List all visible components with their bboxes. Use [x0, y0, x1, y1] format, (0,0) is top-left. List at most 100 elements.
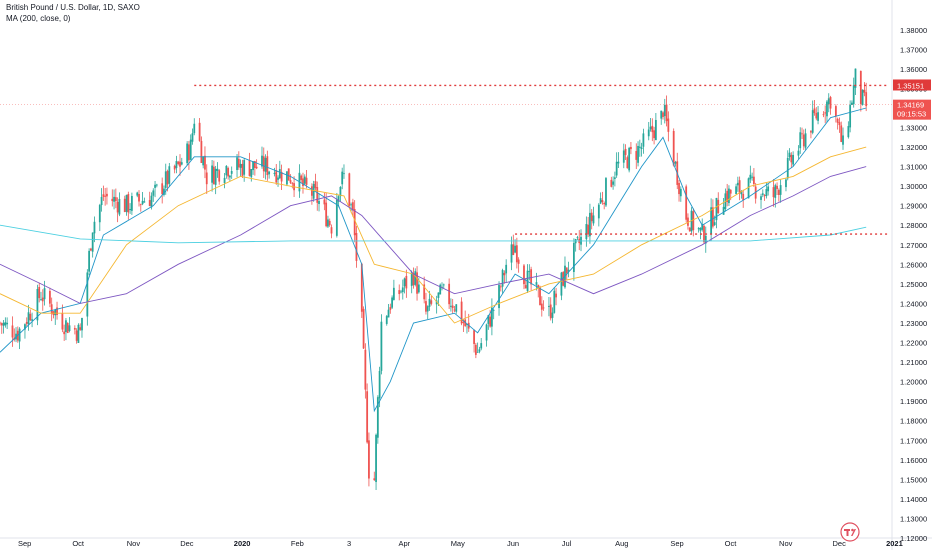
- candle-body: [660, 110, 663, 119]
- candle-body: [150, 195, 153, 208]
- candle-body: [838, 122, 841, 126]
- candle-body: [747, 178, 750, 199]
- candle-body: [248, 160, 251, 176]
- candle-body: [218, 170, 221, 182]
- candle-body: [273, 172, 276, 175]
- candle-body: [376, 397, 379, 438]
- candle-body: [330, 227, 333, 234]
- candle-body: [688, 227, 691, 232]
- candle-body: [767, 186, 770, 192]
- candle-body: [314, 181, 317, 189]
- time-axis[interactable]: Sep Oct Nov Dec 2020 Feb 3 Apr May Jun Jul Aug Sep Oc…: [18, 539, 903, 548]
- candle-body: [752, 176, 755, 184]
- candle-body: [722, 206, 725, 215]
- candle-body: [277, 177, 279, 180]
- candle-body: [590, 212, 593, 222]
- tradingview-logo[interactable]: [840, 522, 860, 542]
- candle-body: [241, 163, 244, 176]
- candle-body: [138, 194, 140, 202]
- candles: [0, 68, 868, 491]
- candle-body: [416, 272, 418, 294]
- price-tick-label: 1.20000: [900, 378, 927, 387]
- candle-body: [364, 349, 367, 390]
- time-tick-label: Nov: [779, 539, 793, 548]
- candle-body: [450, 305, 452, 307]
- candle-body: [824, 112, 827, 114]
- candle-body: [43, 288, 46, 300]
- time-tick-label: Jul: [562, 539, 572, 548]
- candle-body: [368, 440, 370, 479]
- candle-body: [278, 169, 281, 179]
- candle-body: [414, 271, 417, 285]
- candle-body: [624, 148, 627, 155]
- price-tick-label: 1.32000: [900, 143, 927, 152]
- candle-body: [154, 184, 156, 188]
- candle-body: [612, 181, 614, 185]
- candle-body: [761, 193, 764, 195]
- ma-line-ma_mid: [0, 146, 867, 324]
- candle-body: [392, 287, 395, 300]
- price-tick-label: 1.12000: [900, 534, 927, 543]
- candle-body: [266, 156, 269, 176]
- candle-body: [649, 126, 652, 130]
- time-tick-label: 3: [347, 539, 351, 548]
- candle-body: [540, 303, 543, 310]
- candle-body: [229, 175, 231, 178]
- candle-body: [211, 165, 213, 183]
- candle-body: [116, 201, 119, 213]
- candle-body: [476, 351, 479, 353]
- candle-body: [73, 327, 76, 330]
- indicator-legend[interactable]: MA (200, close, 0): [6, 14, 71, 23]
- candle-body: [515, 245, 518, 263]
- candle-body: [530, 269, 533, 285]
- candle-body: [66, 323, 69, 333]
- price-tick-label: 1.38000: [900, 26, 927, 35]
- candle-body: [667, 118, 670, 132]
- candle-body: [792, 154, 795, 165]
- time-tick-label: 2020: [234, 539, 251, 548]
- candle-body: [626, 157, 629, 169]
- candle-body: [551, 312, 554, 318]
- candle-body: [173, 165, 176, 170]
- candle-body: [152, 190, 155, 196]
- candle-body: [104, 195, 107, 197]
- candle-body: [343, 173, 345, 175]
- price-tick-label: 1.18000: [900, 417, 927, 426]
- candle-body: [466, 324, 468, 325]
- candle-body: [765, 189, 768, 197]
- candle-body: [512, 244, 515, 256]
- candle-body: [403, 278, 406, 287]
- candle-body: [779, 185, 782, 195]
- candle-body: [205, 172, 208, 185]
- candle-body: [161, 183, 164, 195]
- candle-body: [428, 298, 431, 307]
- candle-body: [742, 193, 745, 201]
- candle-body: [589, 212, 591, 237]
- time-tick-label: Sep: [670, 539, 683, 548]
- candle-body: [102, 194, 105, 197]
- candle-body: [592, 215, 595, 224]
- candle-body: [678, 182, 680, 195]
- candle-body: [75, 330, 78, 341]
- candle-body: [2, 322, 5, 326]
- candle-body: [654, 120, 657, 141]
- price-axis[interactable]: 1.380001.370001.360001.350001.340001.330…: [893, 26, 931, 543]
- candle-body: [804, 133, 807, 148]
- candle-body: [642, 133, 645, 147]
- candle-body: [849, 104, 852, 128]
- candle-body: [387, 309, 390, 318]
- candle-body: [27, 312, 30, 325]
- candle-body: [166, 170, 169, 185]
- candle-body: [366, 391, 369, 443]
- candle-body: [576, 237, 579, 239]
- candle-body: [114, 197, 117, 202]
- candle-body: [255, 166, 258, 169]
- bar-countdown: 09:15:53: [897, 110, 926, 119]
- candle-body: [141, 200, 144, 205]
- candle-body: [175, 161, 178, 169]
- price-tick-label: 1.16000: [900, 456, 927, 465]
- candle-body: [679, 188, 682, 197]
- candle-body: [610, 179, 613, 187]
- current-price-badge: [893, 99, 931, 120]
